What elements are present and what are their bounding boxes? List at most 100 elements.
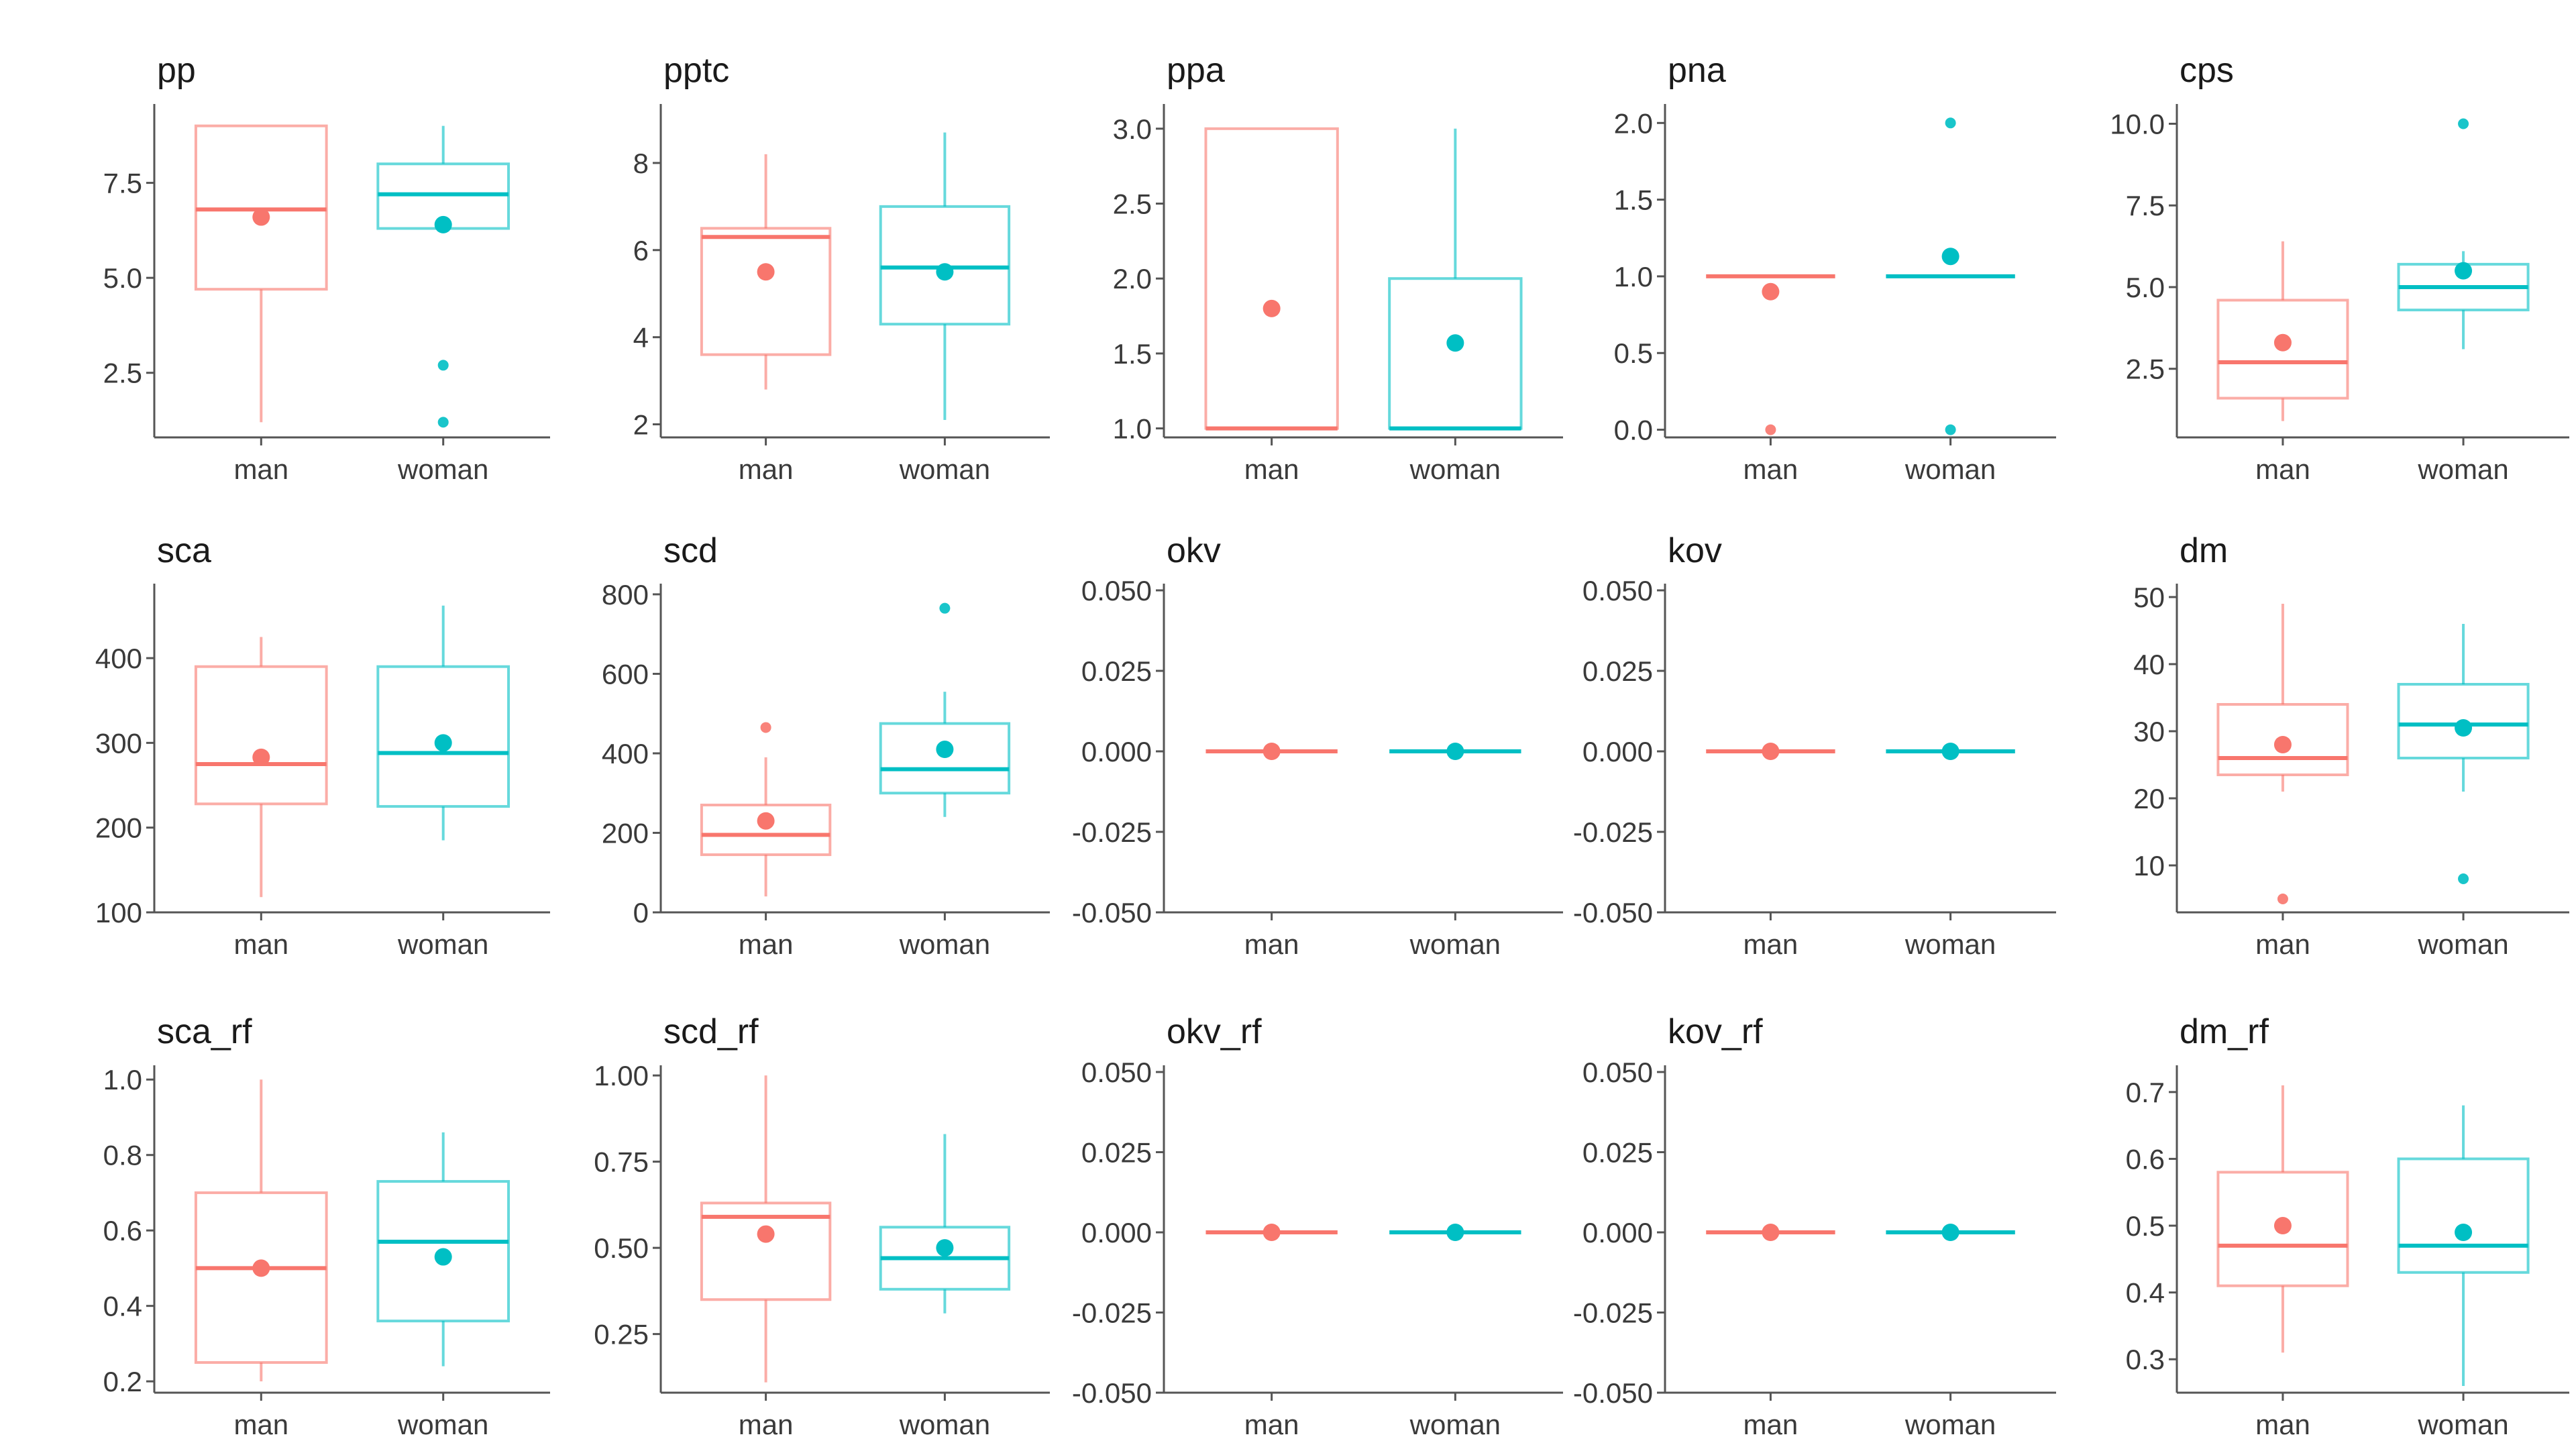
mean-point [2455,1224,2473,1241]
iqr-box [1388,277,1523,430]
box-woman [376,1132,511,1367]
panel-pp: pp 2.5 5.0 7.5 man woman [103,51,550,485]
box-woman [376,605,511,841]
mean-point [2273,333,2292,352]
iqr-box [700,804,832,857]
y-tick-label: 0.5 [1614,337,1653,369]
y-tick-label: 0.000 [1081,736,1152,767]
y-tick-label: 2 [633,409,649,441]
x-tick-label-man: man [1743,928,1799,960]
x-tick-label-man: man [2255,928,2310,960]
x-tick-label-man: man [233,453,288,485]
outlier-point [1945,117,1956,129]
x-tick-label-woman: woman [397,928,488,960]
mean-point [2455,719,2473,737]
outlier-point [760,722,771,733]
iqr-box [194,665,328,806]
x-tick-label-man: man [2255,1409,2310,1440]
outlier-point [939,602,951,614]
box-man [1204,127,1339,431]
box-man [1205,1224,1338,1241]
panel-title: kov_rf [1668,1012,1763,1051]
y-tick-label: 0.025 [1081,1137,1152,1169]
mean-point [757,812,775,830]
mean-point [1263,299,1281,317]
y-tick-label: 10 [2133,850,2165,881]
y-tick-label: 1.0 [103,1064,142,1095]
x-tick-label-woman: woman [1904,453,1996,485]
x-tick-label-man: man [1244,453,1299,485]
outlier-point [2458,118,2469,129]
panel-title: sca_rf [157,1012,252,1051]
panel-scd-rf: scd_rf 0.25 0.50 0.75 1.00 man woman [594,1012,1050,1440]
mean-point [936,1239,954,1257]
mean-point [1941,743,1960,760]
y-tick-label: 0.2 [103,1366,142,1397]
y-tick-label: 600 [602,658,649,690]
y-tick-label: 0.4 [2126,1277,2165,1309]
box-man [1706,274,1835,435]
y-tick-label: 3.0 [1113,113,1152,145]
mean-point [2273,736,2292,753]
panel-ppa: ppa 1.0 1.5 2.0 2.5 3.0 man woman [1113,51,1563,485]
mean-point [757,263,775,281]
y-tick-label: -0.025 [1072,1297,1152,1329]
mean-point [1263,743,1281,760]
panel-title: okv [1167,531,1221,570]
iqr-box [1204,127,1339,430]
panel-pna: pna 0.0 0.5 1.0 1.5 2.0 man woman [1614,51,2056,485]
iqr-box [2216,703,2349,776]
y-tick-label: 0.050 [1582,1057,1653,1088]
panel-title: okv_rf [1167,1012,1262,1051]
y-tick-label: 200 [95,812,142,844]
y-tick-label: 0.0 [1614,415,1653,446]
y-tick-label: 40 [2133,649,2165,680]
x-tick-label-man: man [739,928,794,960]
y-tick-label: 0.6 [103,1215,142,1246]
x-tick-label-woman: woman [1904,928,1996,960]
mean-point [252,1259,270,1277]
iqr-box [376,1180,511,1323]
x-tick-label-man: man [739,453,794,485]
y-tick-label: 10.0 [2110,108,2165,140]
box-woman [1886,117,2015,435]
y-tick-label: 0.8 [103,1140,142,1171]
outlier-point [437,417,449,428]
y-tick-label: 2.5 [1113,189,1152,220]
mean-point [252,208,270,226]
panel-okv-rf: okv_rf -0.050 -0.025 0.000 0.025 0.050 man woma… [1072,1012,1563,1440]
x-tick-label-man: man [233,1409,288,1440]
y-tick-label: 0.025 [1582,1137,1653,1169]
y-tick-label: 6 [633,235,649,266]
x-tick-label-woman: woman [899,928,990,960]
panel-title: cps [2180,51,2234,90]
mean-point [1263,1224,1281,1241]
y-tick-label: 300 [95,727,142,759]
y-tick-label: 0.5 [2126,1210,2165,1242]
box-woman [879,602,1011,817]
box-woman [2397,118,2530,350]
outlier-point [2458,873,2469,884]
panel-title: dm_rf [2180,1012,2269,1051]
y-tick-label: 5.0 [103,262,142,294]
y-tick-label: 1.0 [1614,261,1653,292]
box-woman [1389,743,1521,760]
iqr-box [700,227,832,356]
box-woman [1886,1224,2015,1241]
iqr-box [2216,1171,2349,1287]
mean-point [434,734,452,752]
y-tick-label: 2.5 [2126,354,2165,385]
box-woman [1388,128,1523,431]
panel-title: pp [157,51,196,90]
y-tick-label: 0.025 [1081,655,1152,687]
y-tick-label: 30 [2133,716,2165,747]
panel-cps: cps 2.5 5.0 7.5 10.0 man woman [2110,51,2569,485]
mean-point [434,1248,452,1266]
panel-title: kov [1668,531,1722,570]
mean-point [2273,1217,2292,1235]
iqr-box [376,665,511,808]
y-tick-label: 0.3 [2126,1344,2165,1375]
panel-title: scd_rf [663,1012,759,1051]
x-tick-label-man: man [1244,1409,1299,1440]
y-tick-label: 0.25 [594,1319,649,1350]
